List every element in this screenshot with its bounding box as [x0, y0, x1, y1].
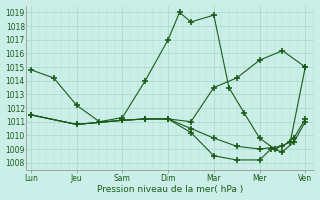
X-axis label: Pression niveau de la mer( hPa ): Pression niveau de la mer( hPa ) [97, 185, 244, 194]
